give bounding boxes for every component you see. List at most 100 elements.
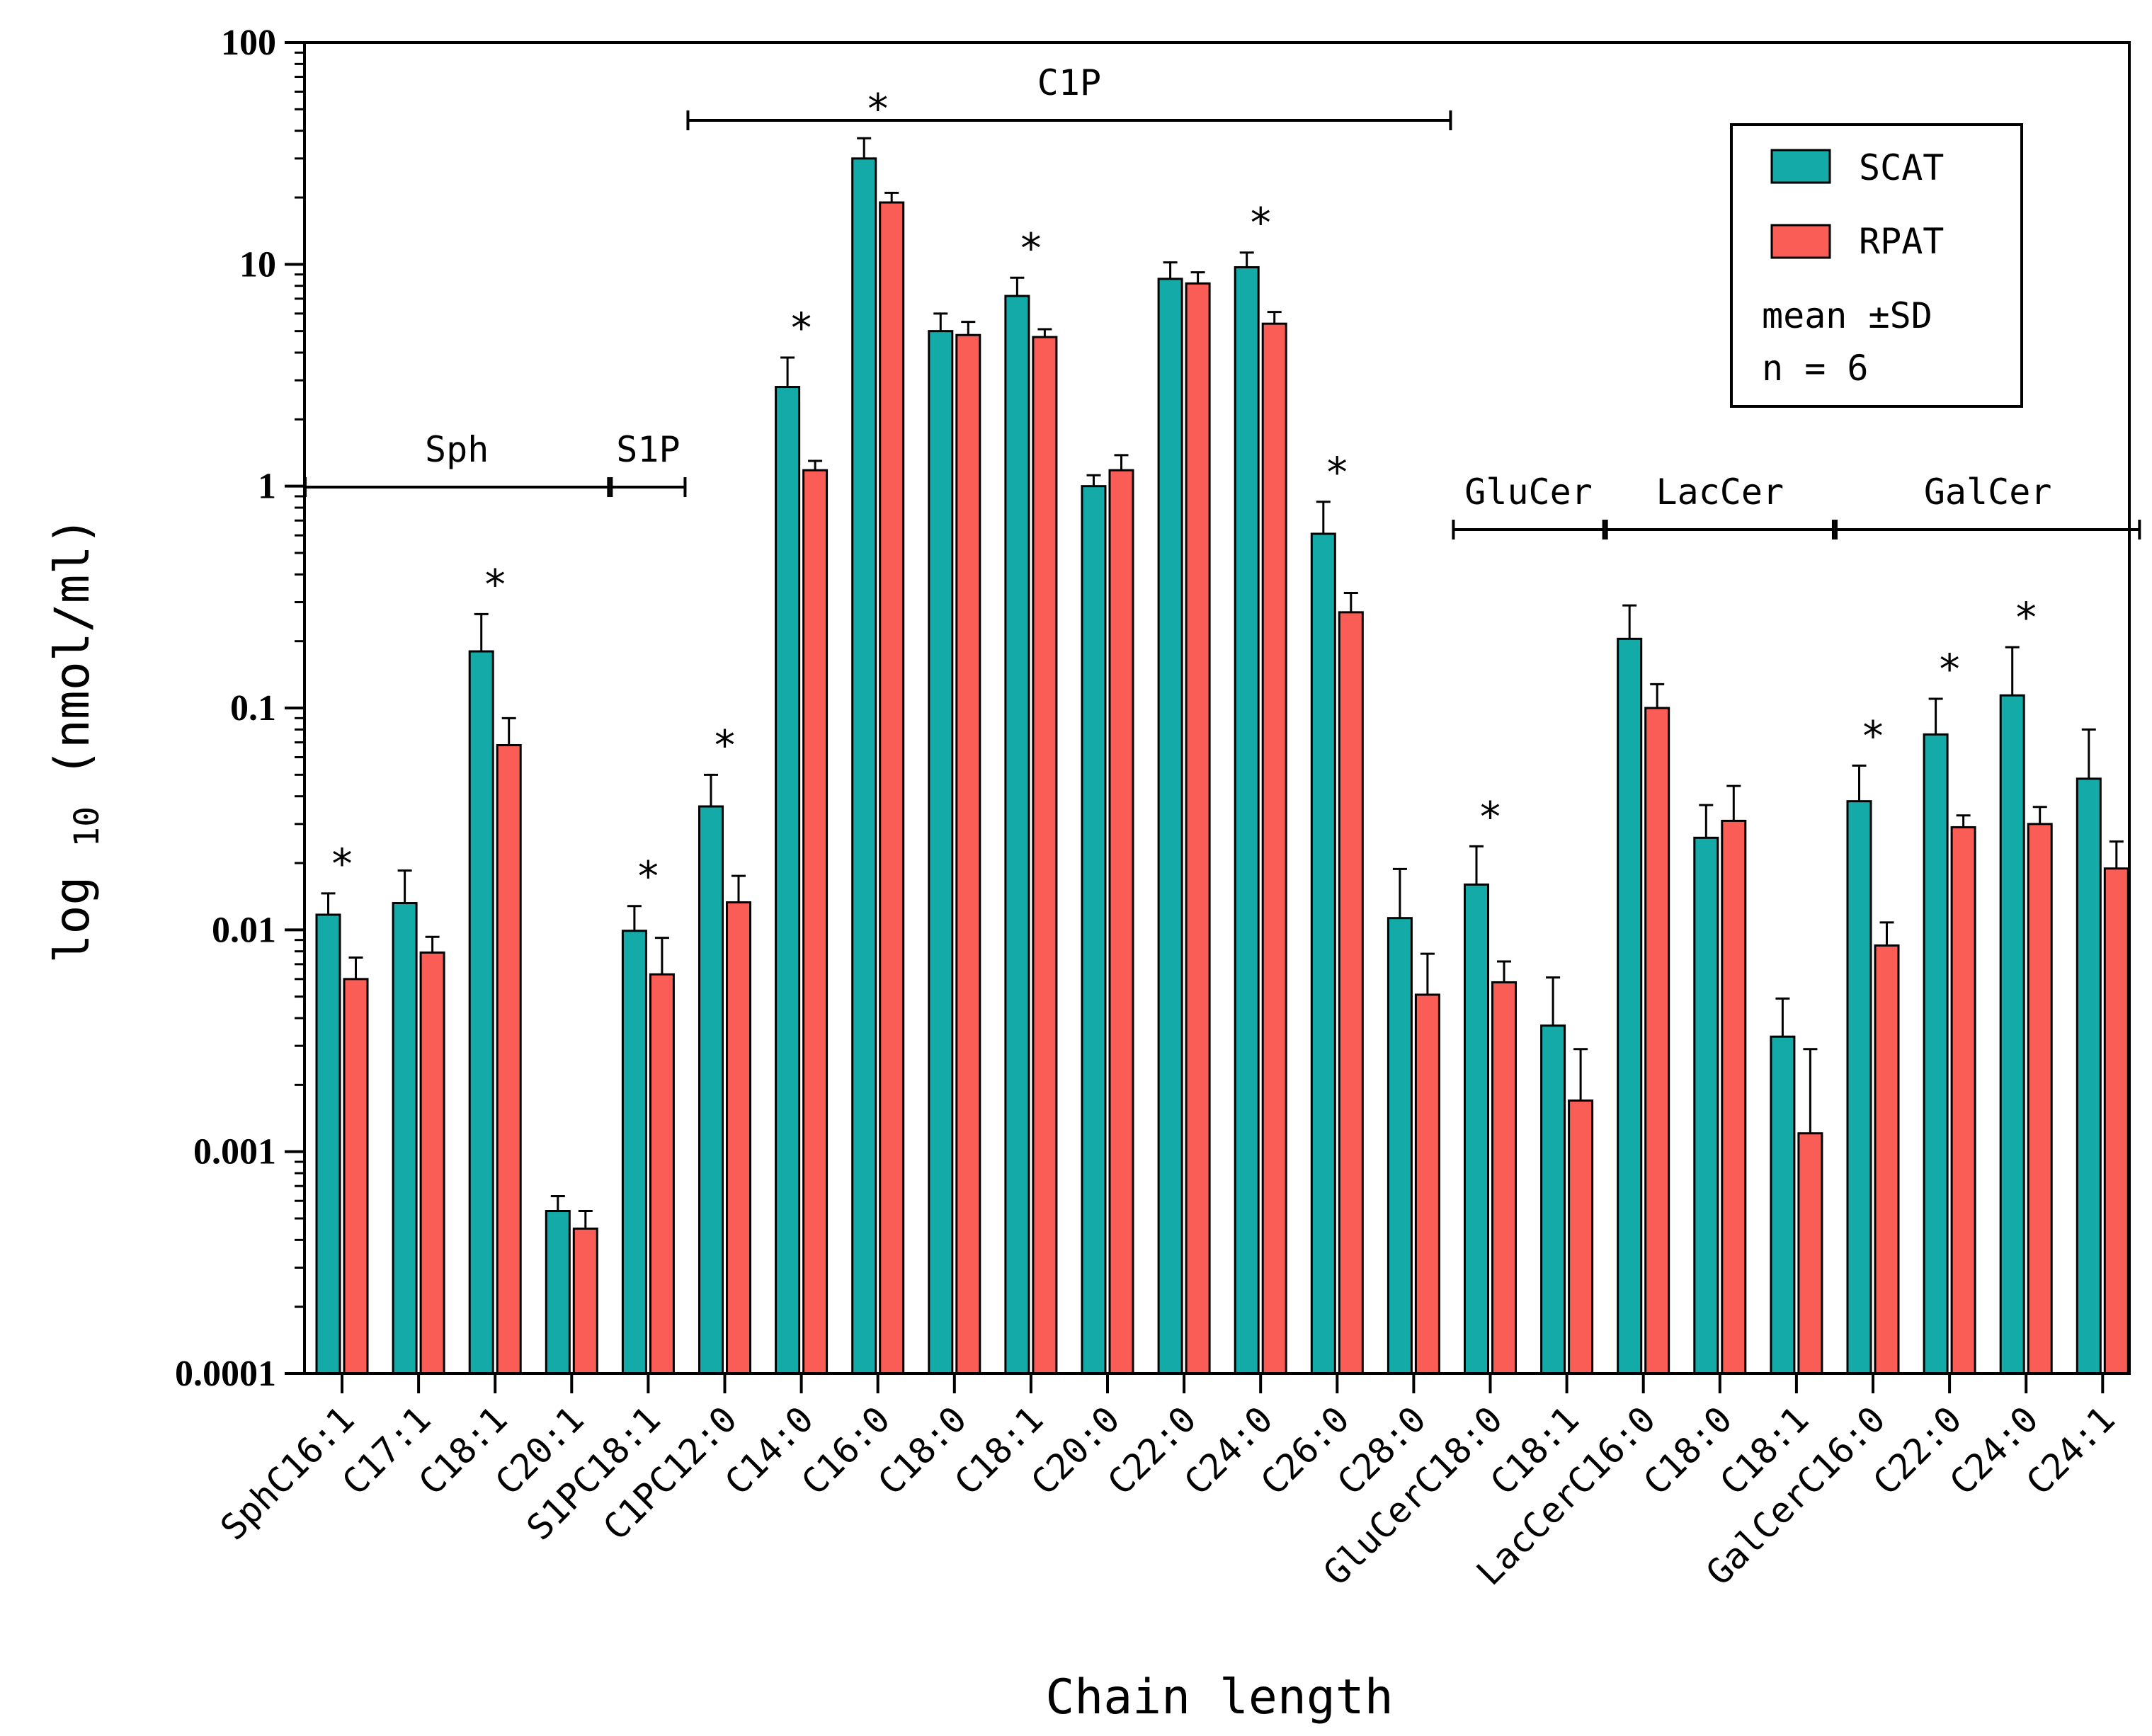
legend: SCAT RPAT mean ±SD n = 6 xyxy=(1730,123,2023,408)
bar-rpat xyxy=(649,973,675,1375)
bar-scat xyxy=(698,805,724,1375)
bar-rpat xyxy=(802,469,829,1375)
x-tick-label: C22:0 xyxy=(1865,1398,1969,1502)
bar-scat xyxy=(928,330,954,1375)
y-tick-label: 0.01 xyxy=(212,910,276,950)
bar-scat xyxy=(1387,917,1413,1375)
x-tick-label: C16:0 xyxy=(794,1398,898,1502)
y-tick-label: 0.0001 xyxy=(175,1354,276,1394)
bar-scat xyxy=(1693,836,1719,1375)
bar-scat xyxy=(468,650,494,1375)
y-tick-label: 10 xyxy=(239,244,276,285)
svg-text:log 10 (nmol/ml): log 10 (nmol/ml) xyxy=(45,517,110,964)
y-axis-title-unit: (nmol/ml) xyxy=(45,517,101,777)
significance-star: * xyxy=(1251,199,1271,247)
significance-star: * xyxy=(1327,448,1348,496)
bar-rpat xyxy=(1108,469,1134,1375)
bar-rpat xyxy=(1874,944,1900,1375)
bar-rpat xyxy=(955,333,981,1375)
bar-rpat xyxy=(419,951,445,1375)
significance-star: * xyxy=(1020,224,1041,272)
bar-scat xyxy=(392,902,418,1375)
bar-rpat xyxy=(1261,322,1287,1375)
group-label: S1P xyxy=(616,429,680,470)
bar-scat xyxy=(1540,1024,1566,1375)
significance-star: * xyxy=(867,84,888,132)
significance-star: * xyxy=(1480,792,1501,840)
significance-star: * xyxy=(485,560,506,608)
group-brackets-layer: Sph S1P C1P GluCer LacCer GalCer xyxy=(303,62,2141,539)
bar-scat xyxy=(1464,883,1489,1375)
bar-scat xyxy=(775,386,801,1375)
bar-scat xyxy=(545,1210,571,1375)
bar-rpat xyxy=(496,743,522,1375)
bar-scat xyxy=(1310,532,1336,1375)
significance-star: * xyxy=(2016,593,2037,641)
bar-rpat xyxy=(1491,981,1517,1375)
x-tick-label: C24:1 xyxy=(2018,1398,2122,1502)
x-tick-label: C18:0 xyxy=(1636,1398,1740,1502)
x-tick-label: C26:0 xyxy=(1253,1398,1357,1502)
x-axis-title: Chain length xyxy=(1045,1669,1393,1725)
bar-rpat xyxy=(1338,611,1364,1375)
y-tick-label: 0.001 xyxy=(193,1132,276,1172)
x-tick-label: C17:1 xyxy=(334,1398,438,1502)
bar-scat xyxy=(851,157,877,1375)
significance-star: * xyxy=(715,721,735,769)
y-axis-title-subscript: 10 xyxy=(67,806,107,847)
bar-scat xyxy=(1004,295,1030,1375)
bar-rpat xyxy=(572,1227,598,1375)
bar-scat xyxy=(1234,265,1260,1375)
x-tick-label: C24:0 xyxy=(1176,1398,1280,1502)
x-tick-label: C24:0 xyxy=(1942,1398,2046,1502)
significance-star: * xyxy=(1863,712,1884,760)
y-tick-label: 1 xyxy=(258,467,276,507)
bar-scat xyxy=(1999,694,2025,1375)
x-tick-label: C22:0 xyxy=(1100,1398,1204,1502)
bar-scat xyxy=(315,913,341,1375)
x-tick-label: C18:0 xyxy=(870,1398,974,1502)
x-tick-label: C20:0 xyxy=(1023,1398,1127,1502)
bar-rpat xyxy=(1950,826,1976,1375)
bar-scat xyxy=(1081,485,1107,1375)
group-label: LacCer xyxy=(1656,472,1784,513)
significance-layer: * * * * * * * * * * * * * xyxy=(332,84,2037,900)
y-axis-title-log: log xyxy=(45,876,101,964)
bar-rpat xyxy=(1721,819,1747,1375)
bar-scat xyxy=(2076,777,2102,1375)
legend-swatch-rpat xyxy=(1770,224,1831,259)
legend-label-rpat: RPAT xyxy=(1859,221,1944,262)
bar-scat xyxy=(1923,733,1949,1375)
bar-scat xyxy=(1617,637,1643,1375)
group-label: Sph xyxy=(425,429,489,470)
bar-rpat xyxy=(726,901,751,1375)
significance-star: * xyxy=(791,304,812,352)
bar-rpat xyxy=(2103,867,2129,1375)
bar-rpat xyxy=(343,978,369,1375)
legend-swatch-scat xyxy=(1770,149,1831,184)
bar-rpat xyxy=(1185,282,1211,1375)
bar-scat xyxy=(1770,1035,1796,1375)
bar-scat xyxy=(621,930,647,1375)
bar-rpat xyxy=(1797,1132,1823,1375)
group-label: C1P xyxy=(1037,62,1101,103)
x-tick-label: C14:0 xyxy=(717,1398,821,1502)
x-tick-label: C18:1 xyxy=(411,1398,515,1502)
bar-rpat xyxy=(1414,993,1440,1375)
bar-rpat xyxy=(1568,1099,1594,1375)
bar-rpat xyxy=(1032,336,1058,1375)
group-label: GluCer xyxy=(1464,472,1593,513)
legend-note-n: n = 6 xyxy=(1762,348,1869,389)
bars-layer xyxy=(315,137,2129,1375)
bar-scat xyxy=(1157,278,1183,1375)
bar-rpat xyxy=(879,201,905,1375)
significance-star: * xyxy=(1940,645,1960,693)
group-label: GalCer xyxy=(1924,472,2052,513)
legend-note-mean-sd: mean ±SD xyxy=(1762,295,1932,336)
legend-label-scat: SCAT xyxy=(1859,147,1944,188)
bar-scat xyxy=(1846,800,1872,1375)
y-tick-label: 0.1 xyxy=(230,688,276,729)
y-axis-title: log 10 (nmol/ml) xyxy=(45,517,110,964)
bar-rpat xyxy=(1644,707,1670,1375)
